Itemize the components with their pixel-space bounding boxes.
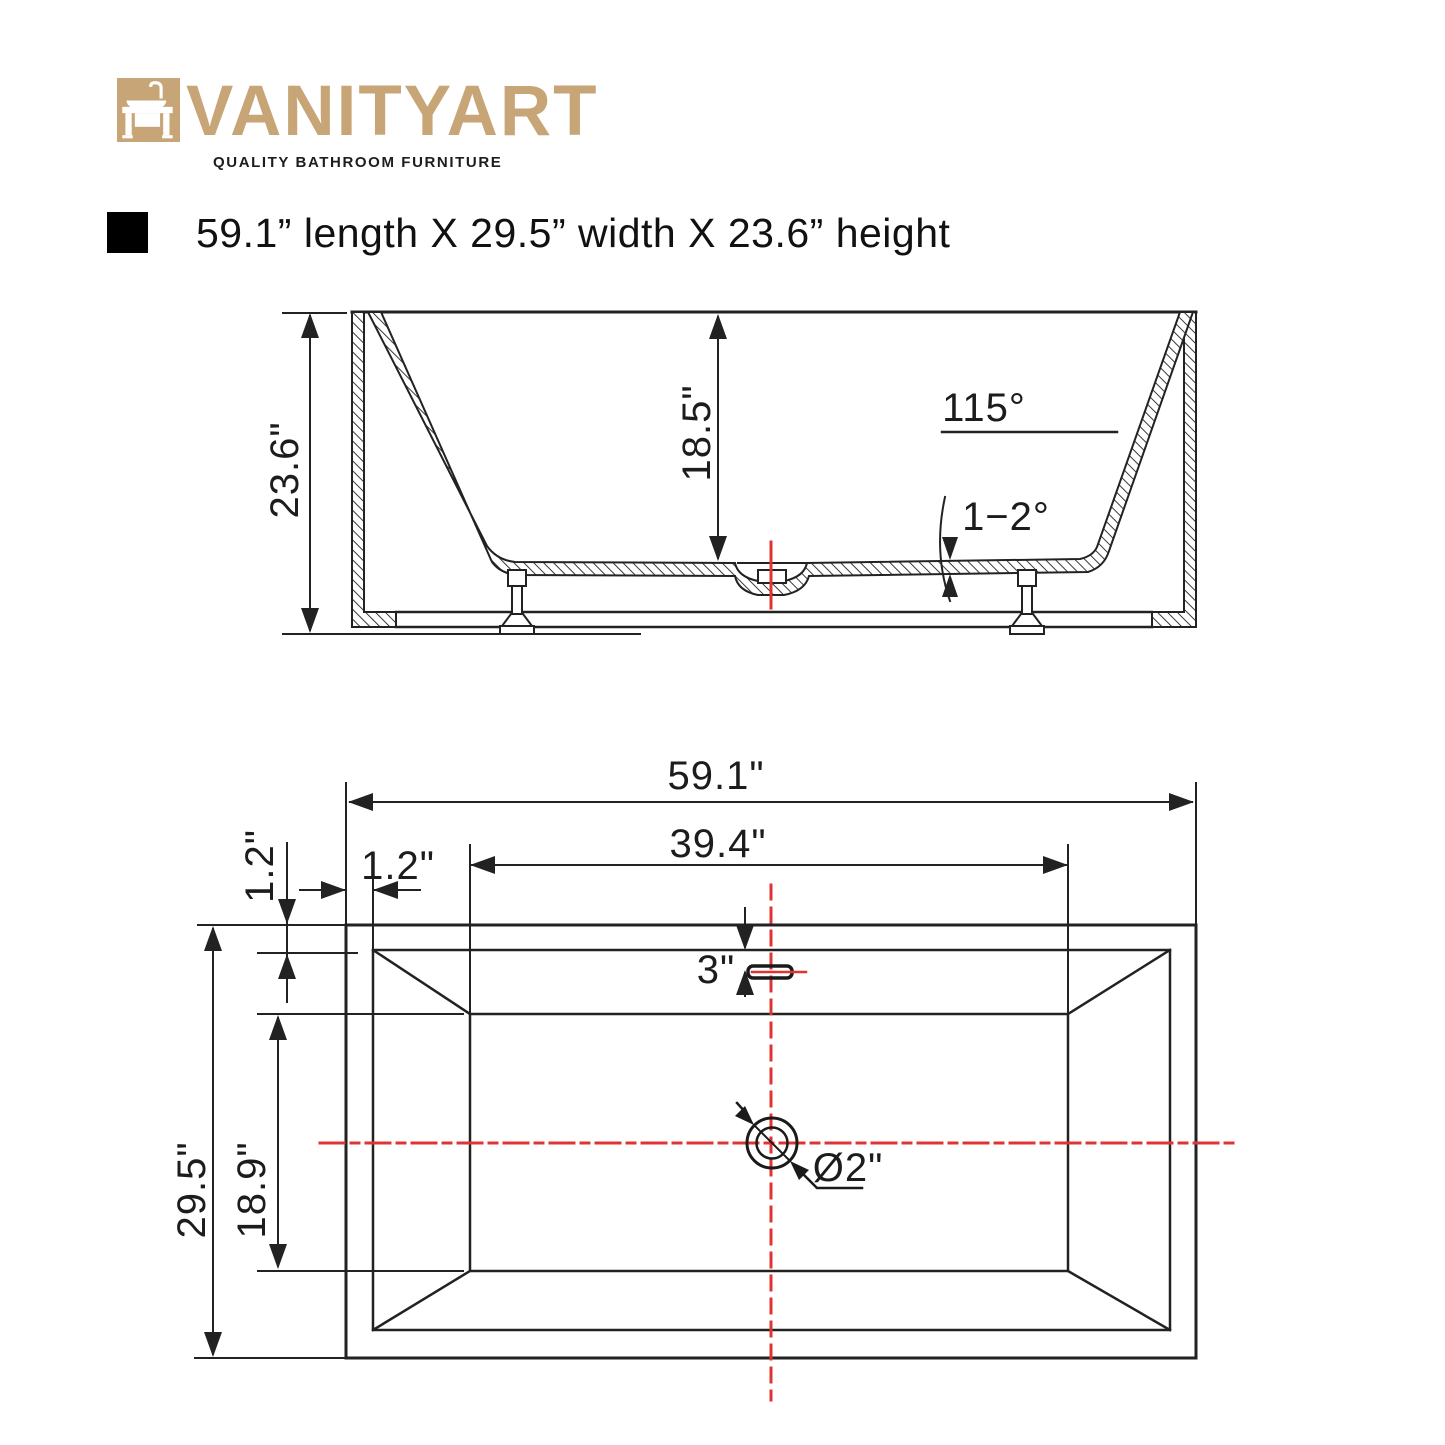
vanityart-logo-icon — [117, 78, 180, 142]
arrowhead-down — [278, 899, 296, 924]
arrowhead-down — [204, 1332, 222, 1357]
chamfer-bottom-right — [1066, 1269, 1172, 1332]
drain-inner-circle — [755, 1126, 789, 1160]
dim-bottom-width: 18.9" — [230, 1013, 464, 1272]
bottom-length-label: 39.4" — [669, 822, 766, 866]
left-adjustable-foot — [499, 569, 535, 635]
overall-length-label: 59.1" — [667, 754, 764, 798]
bowl-shell-section — [366, 311, 1195, 596]
drain-callout: Ø2" — [735, 1101, 884, 1190]
dim-bottom-length: 39.4" — [469, 822, 1069, 1013]
dimensions-spec-text: 59.1” length X 29.5” width X 23.6” heigh… — [196, 210, 951, 256]
wall-angle-callout: 115° — [940, 386, 1119, 434]
arrowhead-up — [709, 314, 727, 339]
arrowhead-right — [1043, 856, 1068, 874]
vanity-sink-icon — [122, 81, 173, 139]
brand-tagline: QUALITY BATHROOM FURNITURE — [213, 154, 503, 171]
arrowhead-up — [301, 313, 319, 338]
chamfer-top-right — [1066, 948, 1172, 1016]
drain-diameter-label: Ø2" — [813, 1146, 884, 1190]
wall-angle-label: 115° — [942, 386, 1026, 430]
arrowhead-to-circle-upper — [735, 1106, 754, 1125]
arrowhead-right — [321, 881, 346, 899]
arrowhead-down — [269, 1244, 287, 1269]
arrowhead-up — [278, 954, 296, 979]
bottom-slope-label: 1−2° — [962, 495, 1050, 539]
arrowhead-down — [709, 536, 727, 561]
right-adjustable-foot — [1009, 569, 1045, 635]
arrowhead-down — [736, 925, 754, 950]
arrowhead-left — [373, 881, 398, 899]
dim-overall-length: 59.1" — [345, 754, 1197, 926]
dim-overflow-offset: 3" — [697, 907, 808, 997]
dim-rim-width-top-edge: 1.2" — [238, 829, 358, 1003]
overall-width-label: 29.5" — [170, 1141, 214, 1238]
arrowhead-to-circle-lower — [790, 1161, 809, 1180]
overflow-offset-label: 3" — [697, 948, 735, 992]
side-view-drawing: 23.6" 18.5" 115° 1−2° — [263, 310, 1198, 635]
arrowhead-right — [1169, 793, 1194, 811]
rim-width-front-label: 1.2" — [361, 844, 435, 888]
dim-overall-height: 23.6" — [263, 312, 347, 633]
chamfer-top-left — [371, 948, 472, 1016]
chamfer-bottom-left — [371, 1269, 472, 1332]
dim-inner-depth: 18.5" — [675, 314, 727, 561]
arrowhead-up — [269, 1015, 287, 1040]
spec-bullet-square — [107, 212, 148, 253]
arrowhead-down — [942, 537, 958, 560]
inner-depth-label: 18.5" — [675, 384, 719, 481]
arrowhead-up — [736, 970, 754, 995]
brand-name: VANITYART — [186, 72, 599, 151]
dim-rim-width-left-end: 1.2" — [299, 844, 435, 951]
overall-height-label: 23.6" — [263, 421, 307, 518]
top-view-drawing: 59.1" 39.4" 1.2" — [170, 754, 1237, 1402]
arrowhead-left — [348, 793, 373, 811]
diameter-chord — [752, 1123, 792, 1163]
arrowhead-left — [470, 856, 495, 874]
left-wall-section — [351, 311, 397, 628]
bottom-width-label: 18.9" — [230, 1141, 274, 1238]
bottom-slope-callout: 1−2° — [939, 495, 1050, 603]
dim-overall-width: 29.5" — [170, 924, 347, 1359]
arrowhead-up — [942, 574, 958, 597]
arrowhead-down — [301, 608, 319, 633]
rim-width-left-label: 1.2" — [238, 829, 282, 903]
drain-outer-circle — [745, 1116, 799, 1170]
drain-leader-line — [801, 1172, 864, 1190]
arrowhead-up — [204, 926, 222, 951]
